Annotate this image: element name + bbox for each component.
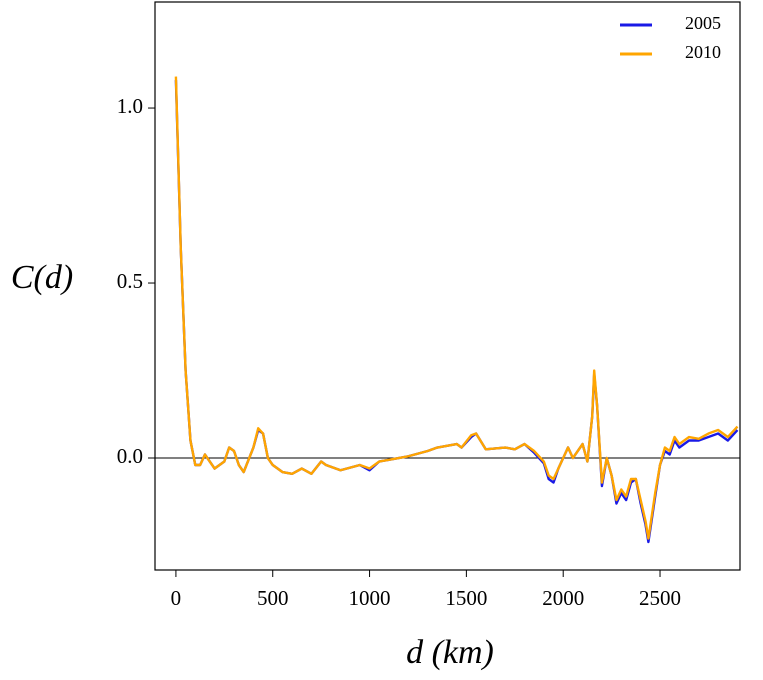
x-tick-label: 1500 <box>445 586 487 610</box>
y-tick-label: 0.5 <box>117 269 143 293</box>
legend-label: 2005 <box>685 13 721 33</box>
x-tick-label: 500 <box>257 586 289 610</box>
plot-frame <box>154 1 741 571</box>
y-tick-label: 1.0 <box>117 94 143 118</box>
y-tick-label: 0.0 <box>117 444 143 468</box>
x-axis-label: d (km) <box>406 634 494 671</box>
x-tick-label: 2500 <box>639 586 681 610</box>
y-axis-label: C(d) <box>11 259 73 296</box>
data-line <box>174 76 739 540</box>
data-line <box>174 80 739 544</box>
x-tick-label: 1000 <box>349 586 391 610</box>
legend-label: 2010 <box>685 42 721 62</box>
x-tick-label: 0 <box>171 586 182 610</box>
x-tick-label: 2000 <box>542 586 584 610</box>
